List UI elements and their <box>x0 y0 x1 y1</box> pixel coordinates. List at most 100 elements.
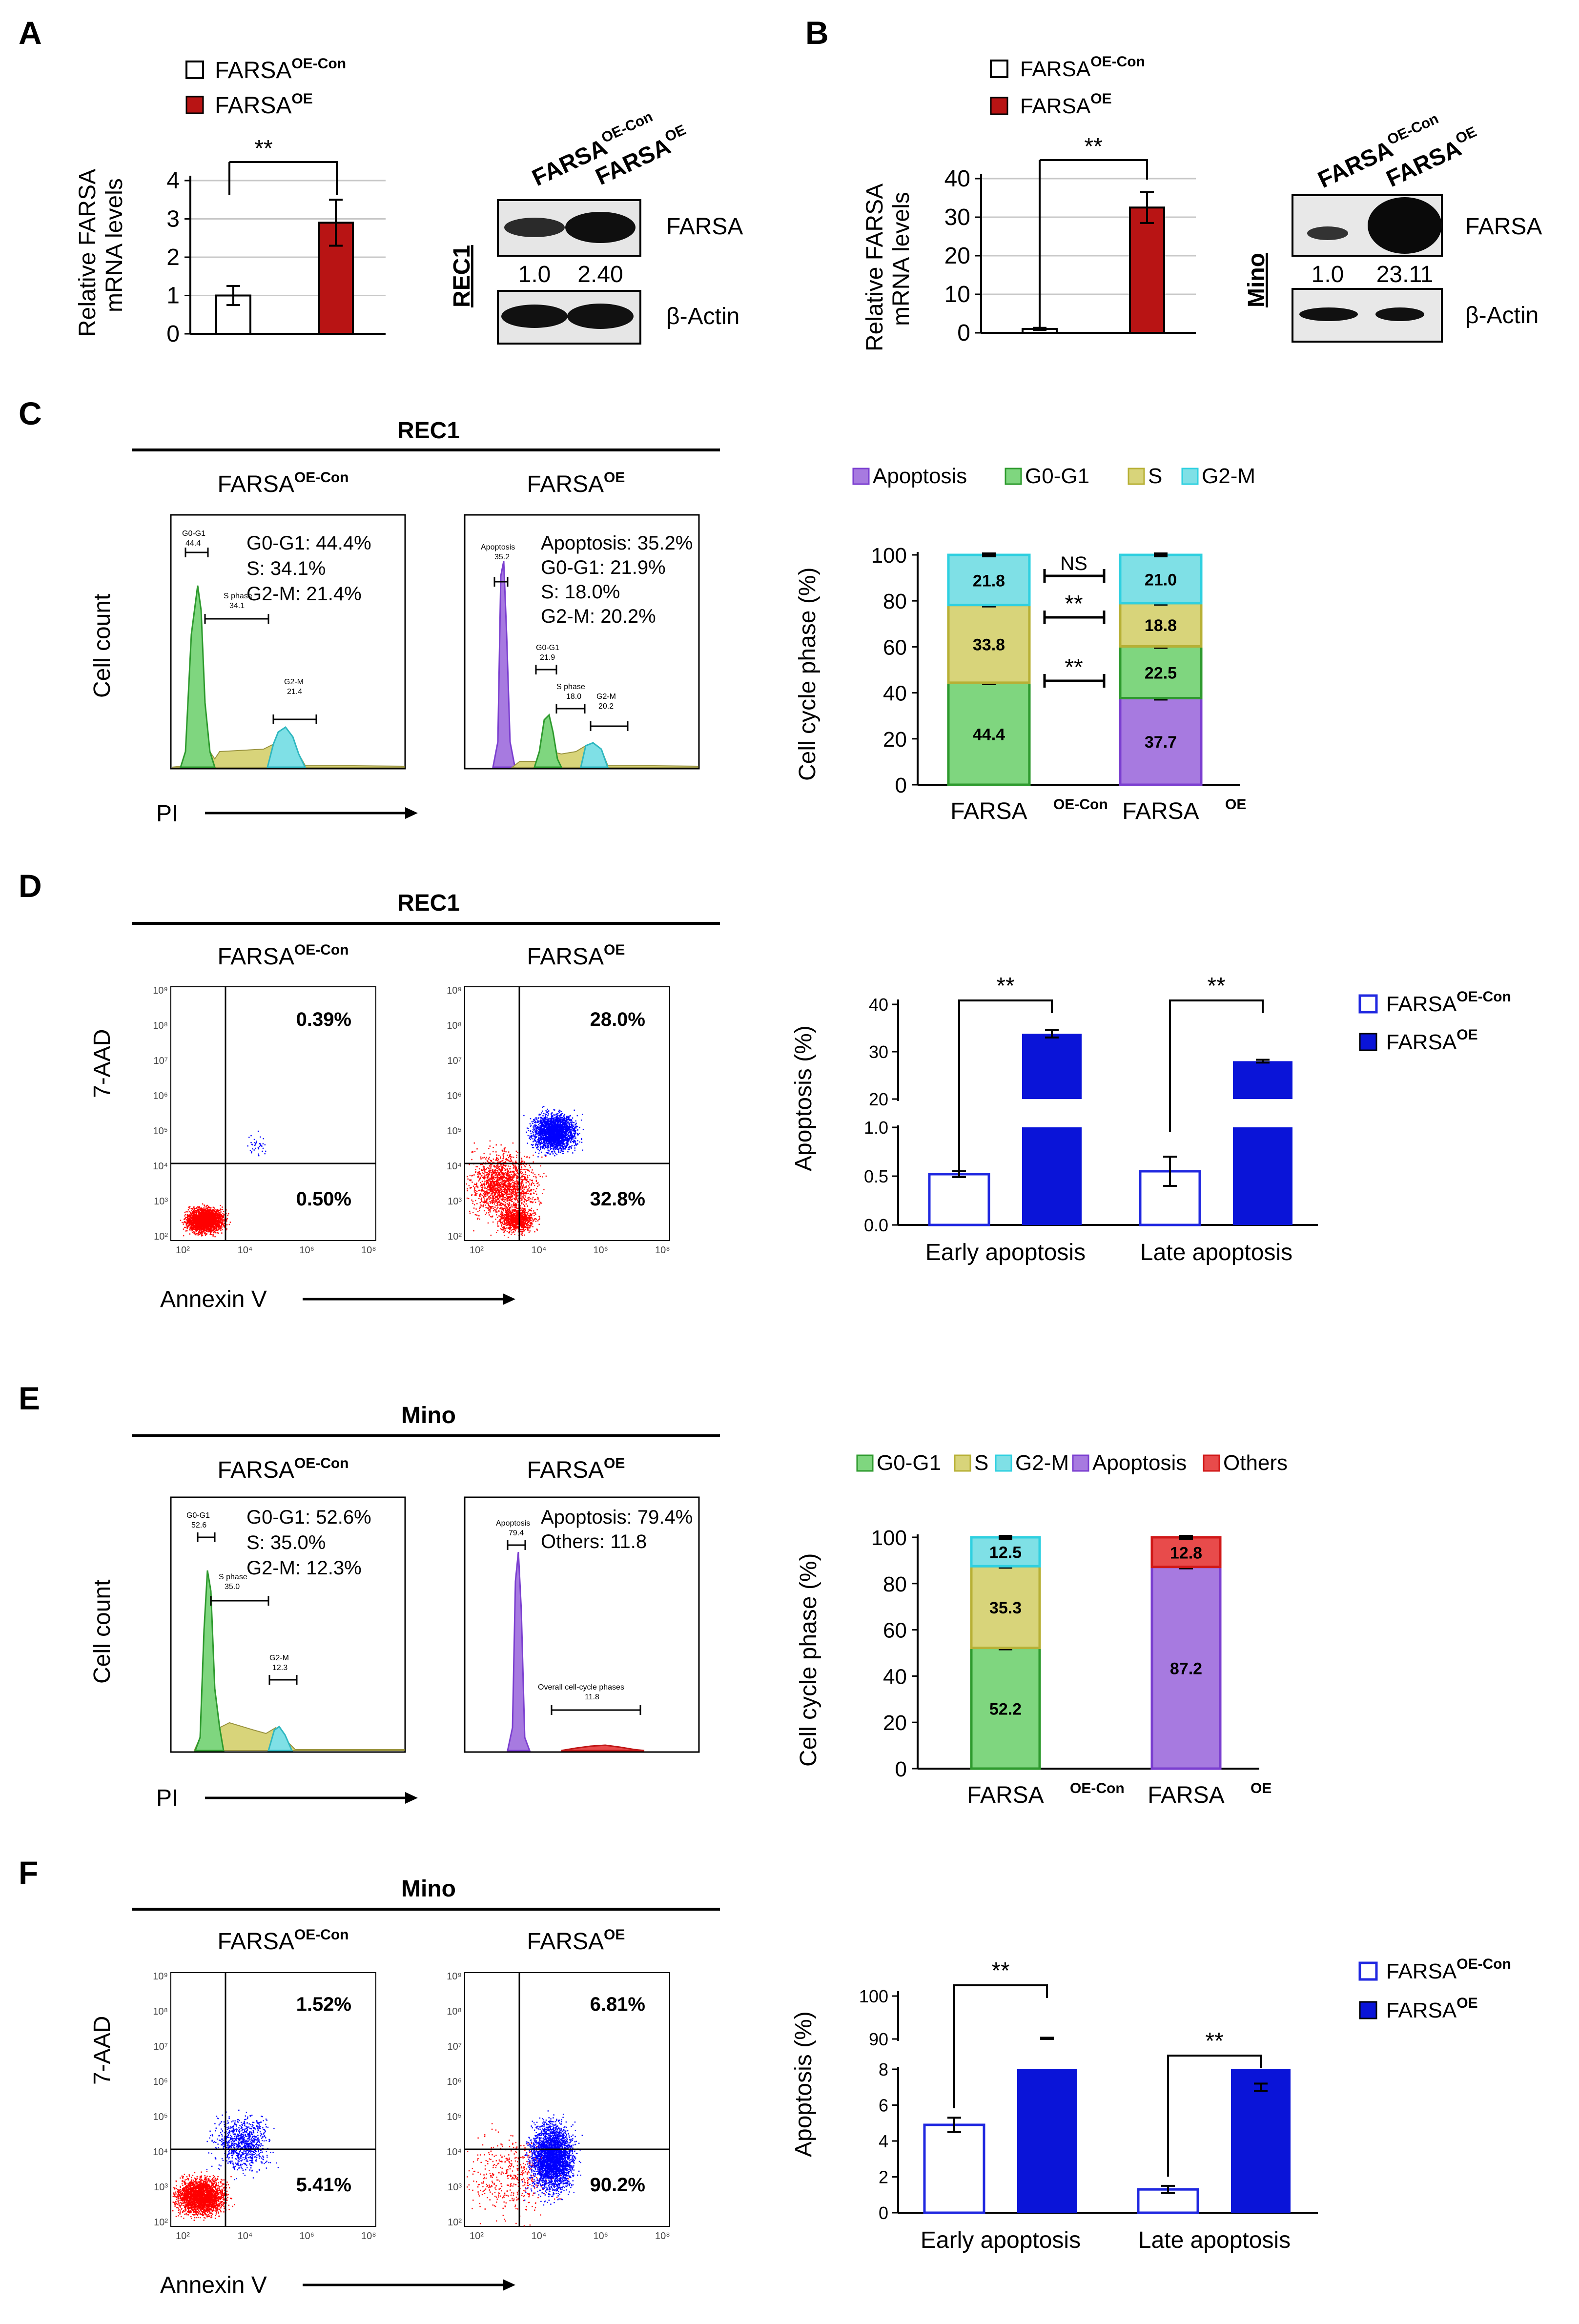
gate-value: 44.4 <box>185 539 201 548</box>
histogram-e-con: G0-G1 52.6 S phase 35.0 G2-M 12.3 G0-G1:… <box>170 1496 406 1753</box>
y-tick-label: 30 <box>869 1042 888 1062</box>
error-bar <box>1045 1029 1059 1039</box>
blot-a-farsa-label: FARSA <box>666 214 743 240</box>
bar-segment-s <box>970 1565 1041 1650</box>
hist-e-con-stat-2: S: 35.0% <box>246 1532 326 1553</box>
y-tick-label: 1.0 <box>864 1118 888 1138</box>
y-tick-label: 0 <box>166 321 180 347</box>
hist-c-oe-stat-3: S: 18.0% <box>541 581 620 603</box>
data-label: 12.5 <box>989 1544 1022 1562</box>
flow-y-tick: 10³ <box>154 1196 168 1207</box>
x-tick-sup: OE <box>1225 796 1246 813</box>
hist-c-oe-stat-1: Apoptosis: 35.2% <box>541 532 693 554</box>
hist-e-oe-stat-2: Others: 11.8 <box>541 1531 647 1552</box>
data-label: 35.3 <box>989 1599 1022 1617</box>
panel-f-col-oe: FARSAOE <box>527 1927 625 1955</box>
legend-swatch <box>1005 468 1022 485</box>
legend-label: G0-G1 <box>877 1451 941 1475</box>
flow-frame <box>170 986 376 1241</box>
flow-y-tick: 10² <box>154 2217 168 2228</box>
data-label: 52.2 <box>989 1700 1022 1718</box>
flow-x-tick: 10⁸ <box>361 2231 376 2242</box>
gate-label: G2-M <box>269 1654 289 1662</box>
sig-mark: ** <box>1207 973 1225 999</box>
x-tick-label: Early apoptosis <box>925 1240 1086 1265</box>
y-tick-label: 1 <box>166 283 180 309</box>
legend-b-swatch-oe <box>990 97 1008 115</box>
hist-e-oe-others <box>561 1744 645 1752</box>
panel-label-c: C <box>19 395 42 431</box>
legend-label: S <box>1148 464 1162 488</box>
blot-a-ratio-1: 1.0 <box>518 262 551 287</box>
gate-label: Apoptosis <box>496 1519 530 1528</box>
flow-f-con-ur: 1.52% <box>296 1994 351 2015</box>
bar-oe-lower <box>1233 1127 1292 1225</box>
legend-f-label-con: FARSAOE-Con <box>1386 1956 1511 1983</box>
y-tick-label: 20 <box>944 243 970 269</box>
gate-label: G2-M <box>284 678 304 686</box>
flow-y-tick: 10² <box>154 1231 168 1242</box>
data-label: 87.2 <box>1170 1659 1202 1678</box>
flow-events <box>206 2109 279 2181</box>
y-tick-label: 80 <box>883 590 907 613</box>
sig-bracket <box>958 999 1053 1171</box>
legend-swatch <box>954 1454 971 1472</box>
flow-events <box>180 1203 231 1238</box>
blot-b-ratio-1: 1.0 <box>1312 262 1344 287</box>
gate-overall <box>551 1705 641 1715</box>
legend-a: FARSAOE-Con FARSAOE <box>185 56 346 119</box>
legend-label: G2-M <box>1202 464 1255 488</box>
panel-label-a: A <box>19 15 42 51</box>
gate-g2m <box>268 1675 298 1685</box>
flow-x-tick: 10⁶ <box>593 1245 608 1256</box>
chart-a: Relative FARSA mRNA levels 0 1 2 3 4 ** <box>75 136 386 347</box>
chart-f-ylabel: Apoptosis (%) <box>791 2011 817 2157</box>
gate-g2m <box>272 714 317 724</box>
gate-apo <box>507 1540 526 1550</box>
gate-value: 18.0 <box>566 693 581 701</box>
flow-y-tick: 10⁸ <box>447 1020 462 1031</box>
panel-c-cell-line: REC1 <box>397 418 460 444</box>
flow-events <box>172 2171 235 2221</box>
flow-x-tick: 10⁸ <box>361 1245 376 1256</box>
flow-x-tick: 10² <box>470 2231 484 2242</box>
y-tick-label: 8 <box>879 2059 888 2079</box>
hist-c-oe-stat-4: G2-M: 20.2% <box>541 606 656 627</box>
flow-f-con-lr: 5.41% <box>296 2174 351 2196</box>
y-tick-label: 2 <box>166 245 180 270</box>
x-tick-label: FARSA <box>1122 798 1199 824</box>
flow-y-tick: 10⁸ <box>153 2006 168 2017</box>
data-label: 33.8 <box>973 635 1005 654</box>
panel-e-cell-count: Cell count <box>89 1580 115 1684</box>
blot-b-actin-band-2 <box>1375 307 1424 321</box>
flow-y-tick: 10³ <box>448 1196 462 1207</box>
legend-label: Others <box>1223 1451 1288 1475</box>
flow-events <box>495 1204 540 1238</box>
error-bar <box>1256 1059 1270 1064</box>
error-bar <box>1140 191 1154 224</box>
sig-mark: ** <box>991 1958 1009 1984</box>
flow-y-tick: 10⁹ <box>153 1971 168 1982</box>
histogram-c-con: G0-G1 44.4 S phase 34.1 G2-M 21.4 G0-G1:… <box>170 514 406 770</box>
flow-x-tick: 10⁶ <box>299 2231 314 2242</box>
gate-value: 21.9 <box>540 653 555 662</box>
flow-y-tick: 10² <box>448 2217 462 2228</box>
y-tick-label: 10 <box>944 282 970 307</box>
gate-value: 35.0 <box>225 1583 240 1591</box>
panel-d-cell-line: REC1 <box>397 890 460 916</box>
bar-segment-g2-m <box>947 553 1031 607</box>
gate-value: 20.2 <box>598 702 614 711</box>
legend-f-label-oe: FARSAOE <box>1386 1995 1478 2022</box>
flow-y-tick: 10⁷ <box>154 1056 168 1066</box>
legend-label: G2-M <box>1015 1451 1069 1475</box>
flow-events <box>467 2123 569 2227</box>
flow-y-tick: 10³ <box>448 2182 462 2193</box>
chart-a-ylabel-2: mRNA levels <box>102 178 127 312</box>
blot-a-farsa-band-2 <box>565 212 636 243</box>
legend-label-oe: FARSAOE <box>215 91 313 119</box>
error-bar <box>1163 1156 1177 1187</box>
flow-x-tick: 10⁸ <box>655 1245 670 1256</box>
flow-y-tick: 10⁵ <box>447 2112 462 2122</box>
gate-value: 52.6 <box>191 1521 206 1529</box>
